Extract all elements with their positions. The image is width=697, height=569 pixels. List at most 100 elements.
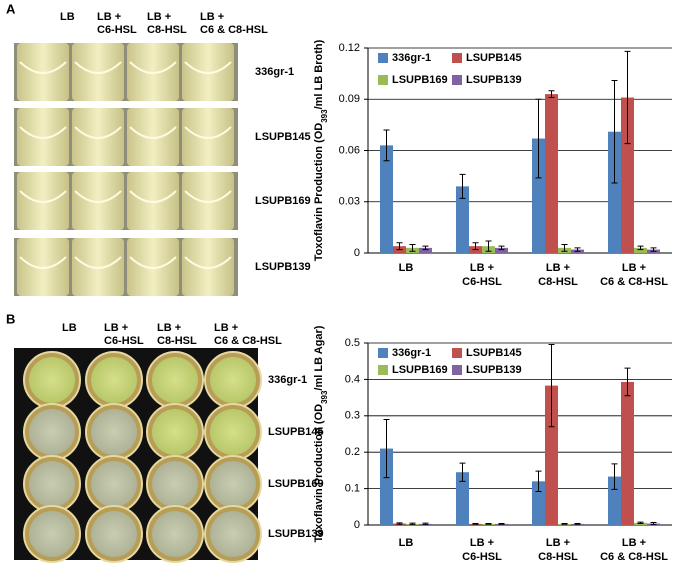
meniscus <box>129 256 177 269</box>
legend-label: LSUPB169 <box>392 364 448 376</box>
y-axis-label-part: 393 <box>320 109 329 123</box>
meniscus <box>184 190 232 203</box>
plate-agar <box>29 511 75 557</box>
bar <box>532 138 545 253</box>
error-bar <box>459 462 466 482</box>
meniscus <box>19 61 67 74</box>
y-tick-label: 0.09 <box>339 93 360 105</box>
meniscus <box>74 256 122 269</box>
column-header: LB <box>62 322 77 334</box>
legend-swatch <box>452 365 462 375</box>
error-bar <box>650 521 657 526</box>
row-label: LSUPB145 <box>255 131 311 143</box>
y-tick-label: 0.2 <box>345 446 360 458</box>
legend-label: 336gr-1 <box>392 52 431 64</box>
error-bar <box>396 242 403 251</box>
column-header: C6-HSL <box>104 335 144 347</box>
column-header: C6 & C8-HSL <box>214 335 282 347</box>
y-tick-label: 0.03 <box>339 196 360 208</box>
error-bar <box>409 243 416 252</box>
column-header: LB + <box>157 322 181 334</box>
legend-label: LSUPB145 <box>466 347 522 359</box>
x-tick-label: LB <box>399 537 414 549</box>
error-bar <box>574 523 581 525</box>
row-label: LSUPB139 <box>268 528 324 540</box>
plate-agar <box>91 409 137 455</box>
row-label: 336gr-1 <box>268 374 307 386</box>
row-label: LSUPB169 <box>255 195 311 207</box>
bar <box>419 247 432 253</box>
column-header: LB + <box>214 322 238 334</box>
bar <box>545 94 558 253</box>
bar <box>456 472 469 525</box>
x-tick-label: C6-HSL <box>462 276 502 288</box>
error-bar <box>498 245 505 251</box>
error-bar <box>485 240 492 252</box>
legend-label: LSUPB139 <box>466 364 522 376</box>
error-bar <box>383 418 390 479</box>
meniscus <box>129 190 177 203</box>
error-bar <box>548 90 555 99</box>
error-bar <box>561 523 568 525</box>
meniscus <box>129 61 177 74</box>
meniscus <box>74 126 122 139</box>
row-label: LSUPB169 <box>268 478 324 490</box>
error-bar <box>383 129 390 162</box>
legend-label: LSUPB145 <box>466 52 522 64</box>
row-label: LSUPB145 <box>268 426 324 438</box>
y-axis-label-part: /ml LB Agar) <box>313 325 325 390</box>
error-bar <box>624 50 631 145</box>
bar <box>621 381 634 525</box>
error-bar <box>535 470 542 493</box>
error-bar <box>637 521 644 525</box>
legend-swatch <box>378 75 388 85</box>
x-tick-label: LB <box>399 262 414 274</box>
y-tick-label: 0.12 <box>339 42 360 54</box>
bar <box>495 247 508 253</box>
legend-swatch <box>378 365 388 375</box>
error-bar <box>611 79 618 184</box>
x-tick-label: LB + <box>546 537 570 549</box>
row-label: LSUPB139 <box>255 261 311 273</box>
y-axis-label-part: Toxoflavin Production (OD <box>313 404 325 543</box>
legend-swatch <box>452 348 462 358</box>
plate-agar <box>210 511 256 557</box>
meniscus <box>184 256 232 269</box>
error-bar <box>574 247 581 252</box>
bar <box>380 448 393 525</box>
x-tick-label: LB + <box>470 537 494 549</box>
meniscus <box>19 190 67 203</box>
error-bar <box>637 245 644 251</box>
meniscus <box>184 61 232 74</box>
bar <box>621 97 634 254</box>
legend-label: LSUPB169 <box>392 74 448 86</box>
error-bar <box>611 463 618 490</box>
plate-agar <box>210 357 256 403</box>
meniscus <box>184 126 232 139</box>
plate-agar <box>152 511 198 557</box>
meniscus <box>74 190 122 203</box>
x-tick-label: C8-HSL <box>538 276 578 288</box>
column-header: LB + <box>104 322 128 334</box>
meniscus <box>19 126 67 139</box>
column-header: LB + <box>147 11 171 23</box>
error-bar <box>561 243 568 252</box>
error-bar <box>472 242 479 251</box>
x-tick-label: LB + <box>470 262 494 274</box>
bar <box>456 186 469 253</box>
legend-swatch <box>378 348 388 358</box>
x-tick-label: C6 & C8-HSL <box>600 276 668 288</box>
column-header: C8-HSL <box>147 24 187 36</box>
y-tick-label: 0.1 <box>345 483 360 495</box>
y-tick-label: 0 <box>354 247 360 259</box>
plate-agar <box>152 357 198 403</box>
plate-agar <box>29 409 75 455</box>
meniscus <box>129 126 177 139</box>
plate-agar <box>29 461 75 507</box>
plate-agar <box>210 409 256 455</box>
legend-label: 336gr-1 <box>392 347 431 359</box>
plate-agar <box>91 357 137 403</box>
panel-label: B <box>6 311 15 326</box>
legend-swatch <box>378 53 388 63</box>
